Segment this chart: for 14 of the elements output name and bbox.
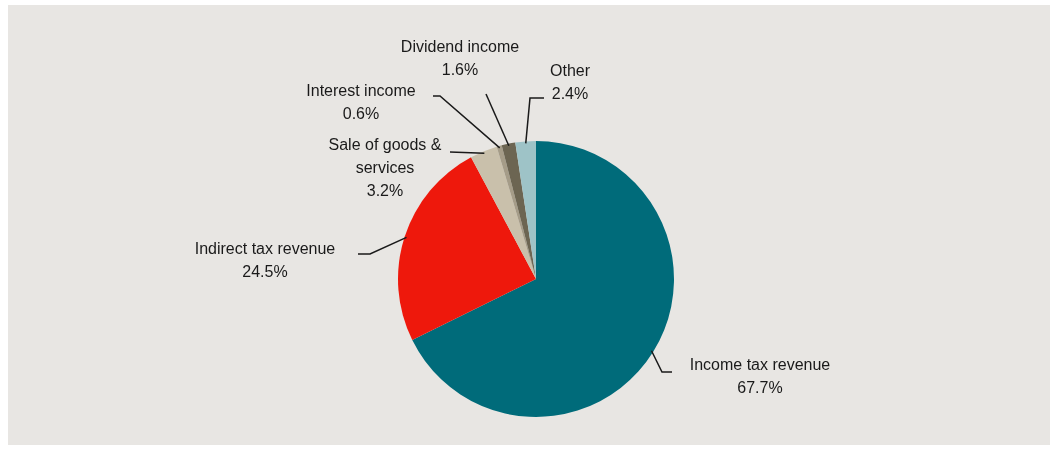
data-label: 0.6% [342, 105, 380, 122]
pie-slice [515, 141, 536, 279]
data-label: 3.2% [366, 182, 404, 199]
slice-label: Dividend income [400, 38, 520, 55]
data-label: 24.5% [242, 263, 288, 280]
slice-label: Interest income [306, 82, 416, 99]
slice-label: Other [549, 62, 591, 79]
pie-slice [471, 146, 536, 279]
data-label: 1.6% [441, 61, 479, 78]
data-label: 2.4% [551, 85, 589, 102]
slice-label: Indirect tax revenue [194, 240, 336, 257]
slice-label: Sale of goods & services [328, 136, 442, 176]
slice-label: Income tax revenue [689, 356, 831, 373]
data-label: 67.7% [737, 379, 783, 396]
